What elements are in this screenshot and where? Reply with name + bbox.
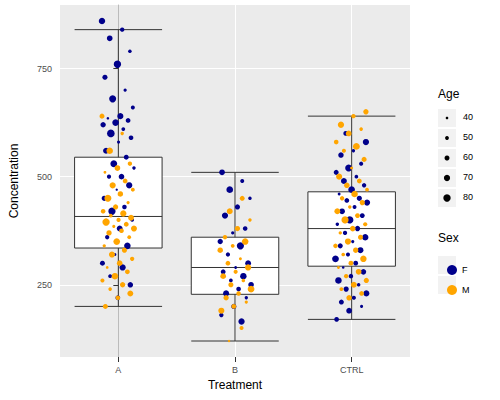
svg-text:M: M bbox=[462, 285, 470, 295]
svg-text:Sex: Sex bbox=[438, 231, 459, 245]
svg-text:250: 250 bbox=[37, 280, 52, 290]
svg-text:A: A bbox=[115, 365, 121, 375]
svg-text:B: B bbox=[232, 365, 238, 375]
svg-text:Treatment: Treatment bbox=[208, 378, 263, 392]
svg-text:750: 750 bbox=[37, 64, 52, 74]
svg-text:Concentration: Concentration bbox=[7, 144, 21, 219]
svg-text:40: 40 bbox=[463, 112, 473, 122]
svg-text:Age: Age bbox=[438, 87, 460, 101]
svg-text:50: 50 bbox=[463, 132, 473, 142]
svg-text:80: 80 bbox=[463, 192, 473, 202]
svg-text:500: 500 bbox=[37, 172, 52, 182]
svg-text:60: 60 bbox=[463, 152, 473, 162]
svg-text:F: F bbox=[462, 265, 468, 275]
svg-text:CTRL: CTRL bbox=[340, 365, 364, 375]
svg-text:70: 70 bbox=[463, 172, 473, 182]
